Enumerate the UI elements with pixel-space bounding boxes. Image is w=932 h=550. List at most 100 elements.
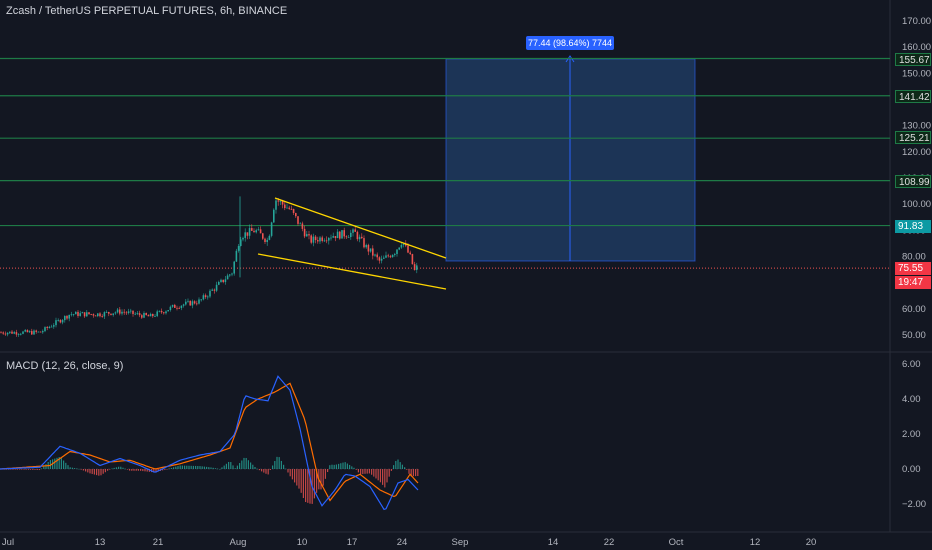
time-tick-1: 13 bbox=[95, 537, 106, 548]
candle-body bbox=[116, 309, 119, 313]
histogram-bar bbox=[357, 469, 359, 473]
candles bbox=[0, 198, 418, 337]
candle-body bbox=[9, 331, 11, 333]
symbol-title: Zcash / TetherUS PERPETUAL FUTURES, 6h, … bbox=[6, 5, 288, 17]
histogram-bar bbox=[122, 467, 124, 469]
candle-body bbox=[20, 333, 22, 335]
candle-body bbox=[312, 236, 315, 243]
candle-body bbox=[253, 230, 255, 233]
candle-body bbox=[165, 311, 167, 314]
histogram-bar bbox=[221, 467, 223, 469]
candle-body bbox=[207, 296, 209, 298]
histogram-bar bbox=[131, 469, 133, 471]
histogram-bar bbox=[217, 468, 219, 470]
histogram-bar bbox=[261, 469, 263, 472]
histogram-bar bbox=[65, 462, 67, 469]
candle-body bbox=[77, 311, 79, 316]
candle-body bbox=[372, 248, 374, 256]
histogram-bar bbox=[313, 469, 315, 499]
histogram-bar bbox=[250, 462, 252, 469]
candle-body bbox=[176, 307, 178, 309]
histogram-bar bbox=[287, 469, 289, 473]
candle-body bbox=[127, 311, 130, 314]
histogram-bar bbox=[170, 467, 172, 469]
candle-body bbox=[75, 311, 77, 315]
candle-body bbox=[123, 311, 125, 313]
histogram-bar bbox=[199, 466, 201, 469]
histogram-bar bbox=[239, 463, 241, 469]
candle-body bbox=[339, 231, 341, 239]
histogram-bar bbox=[241, 460, 243, 469]
histogram-bar bbox=[82, 469, 84, 471]
candle-body bbox=[275, 200, 277, 210]
histogram-bar bbox=[87, 469, 89, 473]
histogram-bar bbox=[85, 469, 87, 472]
histogram-bar bbox=[228, 461, 230, 469]
candle-body bbox=[235, 250, 238, 262]
time-tick-7: Sep bbox=[452, 537, 469, 548]
macd-title: MACD (12, 26, close, 9) bbox=[6, 360, 124, 372]
candle-body bbox=[226, 275, 229, 280]
candle-body bbox=[17, 334, 20, 336]
histogram-bar bbox=[404, 467, 406, 469]
target-4-badge: 108.99 bbox=[895, 175, 931, 188]
histogram-bar bbox=[219, 468, 221, 470]
histogram-bar bbox=[177, 466, 179, 469]
histogram-bar bbox=[298, 469, 300, 489]
histogram-bar bbox=[100, 469, 102, 476]
histogram-bar bbox=[184, 465, 186, 469]
candle-body bbox=[163, 312, 165, 314]
candle-body bbox=[193, 301, 196, 304]
candle-body bbox=[237, 246, 240, 251]
candle-body bbox=[57, 319, 59, 321]
histogram-bar bbox=[113, 467, 115, 469]
histogram-bar bbox=[96, 469, 98, 476]
candle-body bbox=[169, 306, 172, 311]
candle-body bbox=[290, 208, 293, 210]
candle-body bbox=[387, 255, 389, 257]
candle-body bbox=[394, 253, 396, 255]
candle-body bbox=[44, 327, 46, 332]
candle-body bbox=[11, 331, 13, 334]
candle-body bbox=[354, 229, 356, 232]
time-tick-12: 20 bbox=[806, 537, 817, 548]
price-tick-12: 50.00 bbox=[902, 330, 926, 341]
wedge-lower-line bbox=[257, 253, 447, 290]
target-3-badge: 125.21 bbox=[895, 131, 931, 144]
histogram-bar bbox=[164, 469, 166, 470]
histogram-bar bbox=[32, 469, 34, 470]
candle-body bbox=[31, 331, 33, 335]
candle-body bbox=[220, 279, 222, 283]
candle-body bbox=[330, 237, 332, 239]
candle-body bbox=[270, 222, 273, 236]
candle-body bbox=[255, 230, 257, 233]
histogram-bar bbox=[166, 469, 168, 470]
candle-body bbox=[306, 234, 308, 237]
candle-body bbox=[319, 237, 321, 242]
histogram-bar bbox=[382, 469, 384, 485]
histogram-bar bbox=[120, 466, 122, 469]
candle-body bbox=[277, 200, 279, 202]
histogram-bar bbox=[93, 469, 95, 475]
candle-body bbox=[352, 229, 354, 233]
candle-body bbox=[376, 254, 378, 258]
histogram-bar bbox=[162, 469, 164, 471]
candle-body bbox=[259, 229, 262, 234]
histogram-bar bbox=[351, 466, 353, 469]
histogram-bar bbox=[153, 469, 155, 473]
candle-body bbox=[105, 312, 108, 313]
candle-body bbox=[222, 279, 224, 283]
candle-body bbox=[83, 312, 86, 317]
candle-body bbox=[356, 231, 359, 240]
candle-body bbox=[284, 204, 286, 209]
candle-body bbox=[391, 254, 394, 258]
candle-body bbox=[299, 223, 301, 225]
candle-body bbox=[413, 264, 416, 270]
candle-body bbox=[292, 209, 295, 213]
histogram-bar bbox=[63, 460, 65, 469]
candle-body bbox=[64, 315, 66, 321]
candle-body bbox=[26, 330, 29, 333]
candle-body bbox=[86, 312, 88, 317]
